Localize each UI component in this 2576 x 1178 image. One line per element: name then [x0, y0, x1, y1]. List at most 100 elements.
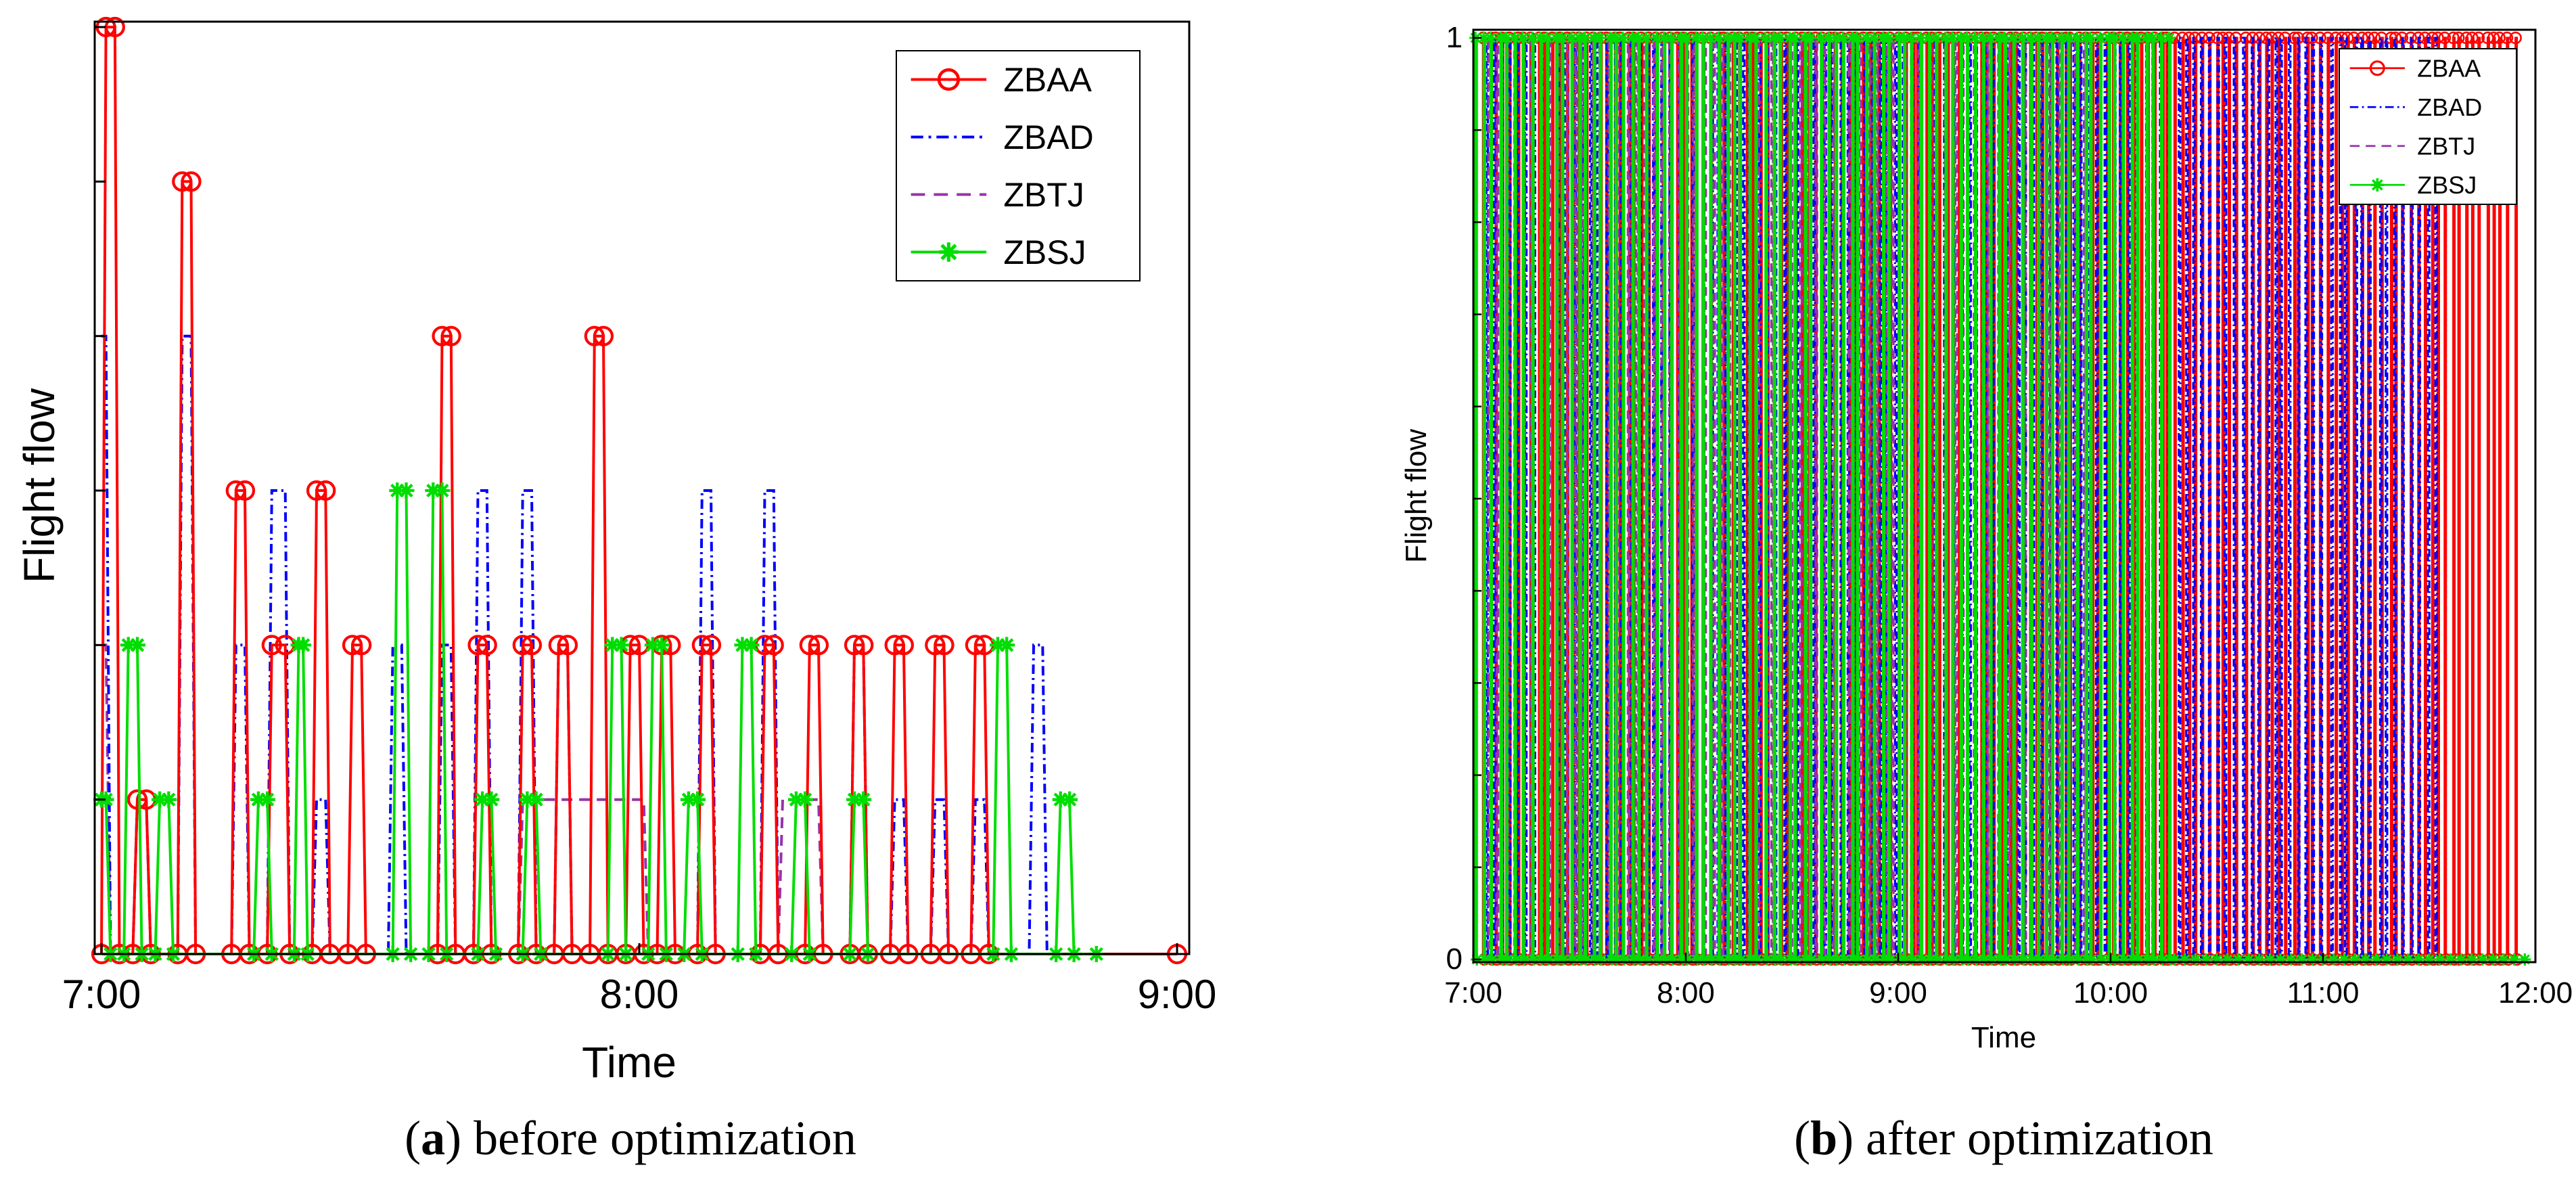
data-point-zbsj	[2359, 953, 2372, 966]
data-point-zbsj	[2132, 953, 2145, 966]
data-point-zbsj	[1659, 953, 1672, 966]
data-point-zbaa	[2447, 31, 2460, 45]
data-point-zbsj	[2007, 32, 2020, 44]
data-point-zbsj	[1838, 953, 1851, 966]
legend-box	[896, 50, 1141, 281]
data-point-zbsj	[2465, 953, 2478, 966]
data-point-zbsj	[2349, 953, 2362, 966]
data-point-zbsj	[2084, 32, 2096, 44]
data-point-zbsj	[1899, 953, 1912, 966]
data-point-zbsj	[1978, 953, 1991, 966]
data-point-zbsj	[1775, 953, 1788, 966]
data-point-zbsj	[855, 791, 872, 808]
data-point-zbsj	[1829, 32, 1842, 44]
data-point-zbsj	[1898, 32, 1910, 44]
data-point-zbsj	[1929, 32, 1942, 44]
data-point-zbaa	[512, 635, 533, 656]
data-point-zbsj	[1486, 953, 1498, 966]
data-point-zbaa	[2347, 31, 2360, 45]
data-point-zbsj	[1788, 32, 1801, 44]
data-point-zbaa	[584, 325, 605, 346]
data-point-zbsj	[1837, 32, 1849, 44]
data-point-zbsj	[1814, 32, 1827, 44]
data-point-zbsj	[295, 637, 312, 654]
data-point-zbsj	[1542, 953, 1555, 966]
data-point-zbsj	[1640, 32, 1653, 44]
data-point-zbsj	[1861, 953, 1874, 966]
data-point-zbsj	[689, 791, 706, 808]
data-point-zbaa	[2466, 31, 2479, 45]
data-point-zbsj	[1556, 32, 1569, 44]
data-point-zbsj	[1816, 953, 1828, 966]
data-point-zbsj	[1977, 32, 1990, 44]
data-point-zbsj	[680, 791, 697, 808]
data-point-zbsj	[2062, 32, 2075, 44]
data-point-zbsj	[2047, 953, 2060, 966]
legend-marker-zbaa	[937, 68, 960, 91]
panel-a-caption-text: before optimization	[461, 1111, 856, 1165]
data-point-zbaa	[234, 480, 256, 501]
data-point-zbsj	[2156, 953, 2169, 966]
data-point-zbsj	[2116, 32, 2129, 44]
data-point-zbsj	[2055, 32, 2068, 44]
data-point-zbsj	[1822, 32, 1835, 44]
data-point-zbaa	[700, 635, 722, 656]
legend-label-zbsj: ZBSJ	[2417, 171, 2477, 199]
data-point-zbaa	[557, 635, 578, 656]
data-point-zbsj	[653, 637, 670, 654]
data-point-zbsj	[2391, 953, 2404, 966]
data-point-zbsj	[1916, 953, 1929, 966]
data-point-zbsj	[2211, 953, 2223, 966]
data-point-zbsj	[2033, 953, 2046, 966]
data-point-zbsj	[1634, 953, 1647, 966]
data-point-zbsj	[2412, 953, 2425, 966]
data-point-zbsj	[1580, 953, 1592, 966]
data-point-zbsj	[519, 791, 536, 808]
data-point-zbsj	[2327, 953, 2340, 966]
data-point-zbsj	[1984, 32, 1997, 44]
panel-b-caption-letter: b	[1810, 1111, 1837, 1165]
legend-label-zbaa: ZBAA	[2417, 54, 2481, 82]
data-point-zbsj	[2487, 953, 2500, 966]
data-point-zbsj	[1484, 32, 1497, 44]
data-point-zbaa	[853, 635, 874, 656]
data-point-zbsj	[152, 791, 168, 808]
data-point-zbaa	[351, 635, 372, 656]
data-point-zbaa	[432, 325, 453, 346]
panel-b-caption-text: after optimization	[1854, 1111, 2213, 1165]
panel-a-x-axis-label: Time	[582, 1038, 676, 1087]
data-point-zbsj	[2284, 953, 2297, 966]
data-point-zbsj	[998, 637, 1015, 654]
data-point-zbaa	[2229, 31, 2242, 45]
legend-marker-zbsj	[939, 242, 959, 262]
data-point-zbsj	[120, 637, 137, 654]
data-point-zbsj	[1931, 953, 1944, 966]
data-point-zbaa	[225, 480, 246, 501]
data-point-zbsj	[1905, 32, 1918, 44]
data-point-zbsj	[2146, 32, 2159, 44]
data-point-zbsj	[474, 791, 491, 808]
panel-b-x-ticks: 7:00 8:00 9:00 10:00 11:00 12:00	[1444, 953, 2573, 1010]
data-point-zbaa	[593, 325, 614, 346]
data-point-zbaa	[181, 171, 202, 192]
data-point-zbaa	[2493, 31, 2506, 45]
data-point-zbsj	[1508, 32, 1521, 44]
panel-b-caption: (b) after optimization	[1794, 1111, 2213, 1165]
data-point-zbsj	[1536, 953, 1548, 966]
data-point-zbsj	[1956, 953, 1969, 966]
legend-marker-zbsj	[2370, 178, 2385, 192]
data-point-zbsj	[1510, 953, 1523, 966]
panel-b-series-layer	[1469, 31, 2531, 966]
data-point-zbsj	[1527, 953, 1540, 966]
data-point-zbsj	[1721, 32, 1734, 44]
data-point-zbsj	[2008, 953, 2021, 966]
data-point-zbsj	[1052, 791, 1069, 808]
data-point-zbsj	[2242, 953, 2255, 966]
x-tick-label: 10:00	[2073, 976, 2148, 1010]
panel-a-axes-box	[93, 20, 1191, 955]
data-point-zbsj	[250, 791, 267, 808]
data-point-zbsj	[1960, 32, 1973, 44]
legend-label-zbaa: ZBAA	[1003, 61, 1092, 99]
legend-marker-zbaa	[2369, 60, 2385, 76]
data-point-zbaa	[315, 480, 336, 501]
